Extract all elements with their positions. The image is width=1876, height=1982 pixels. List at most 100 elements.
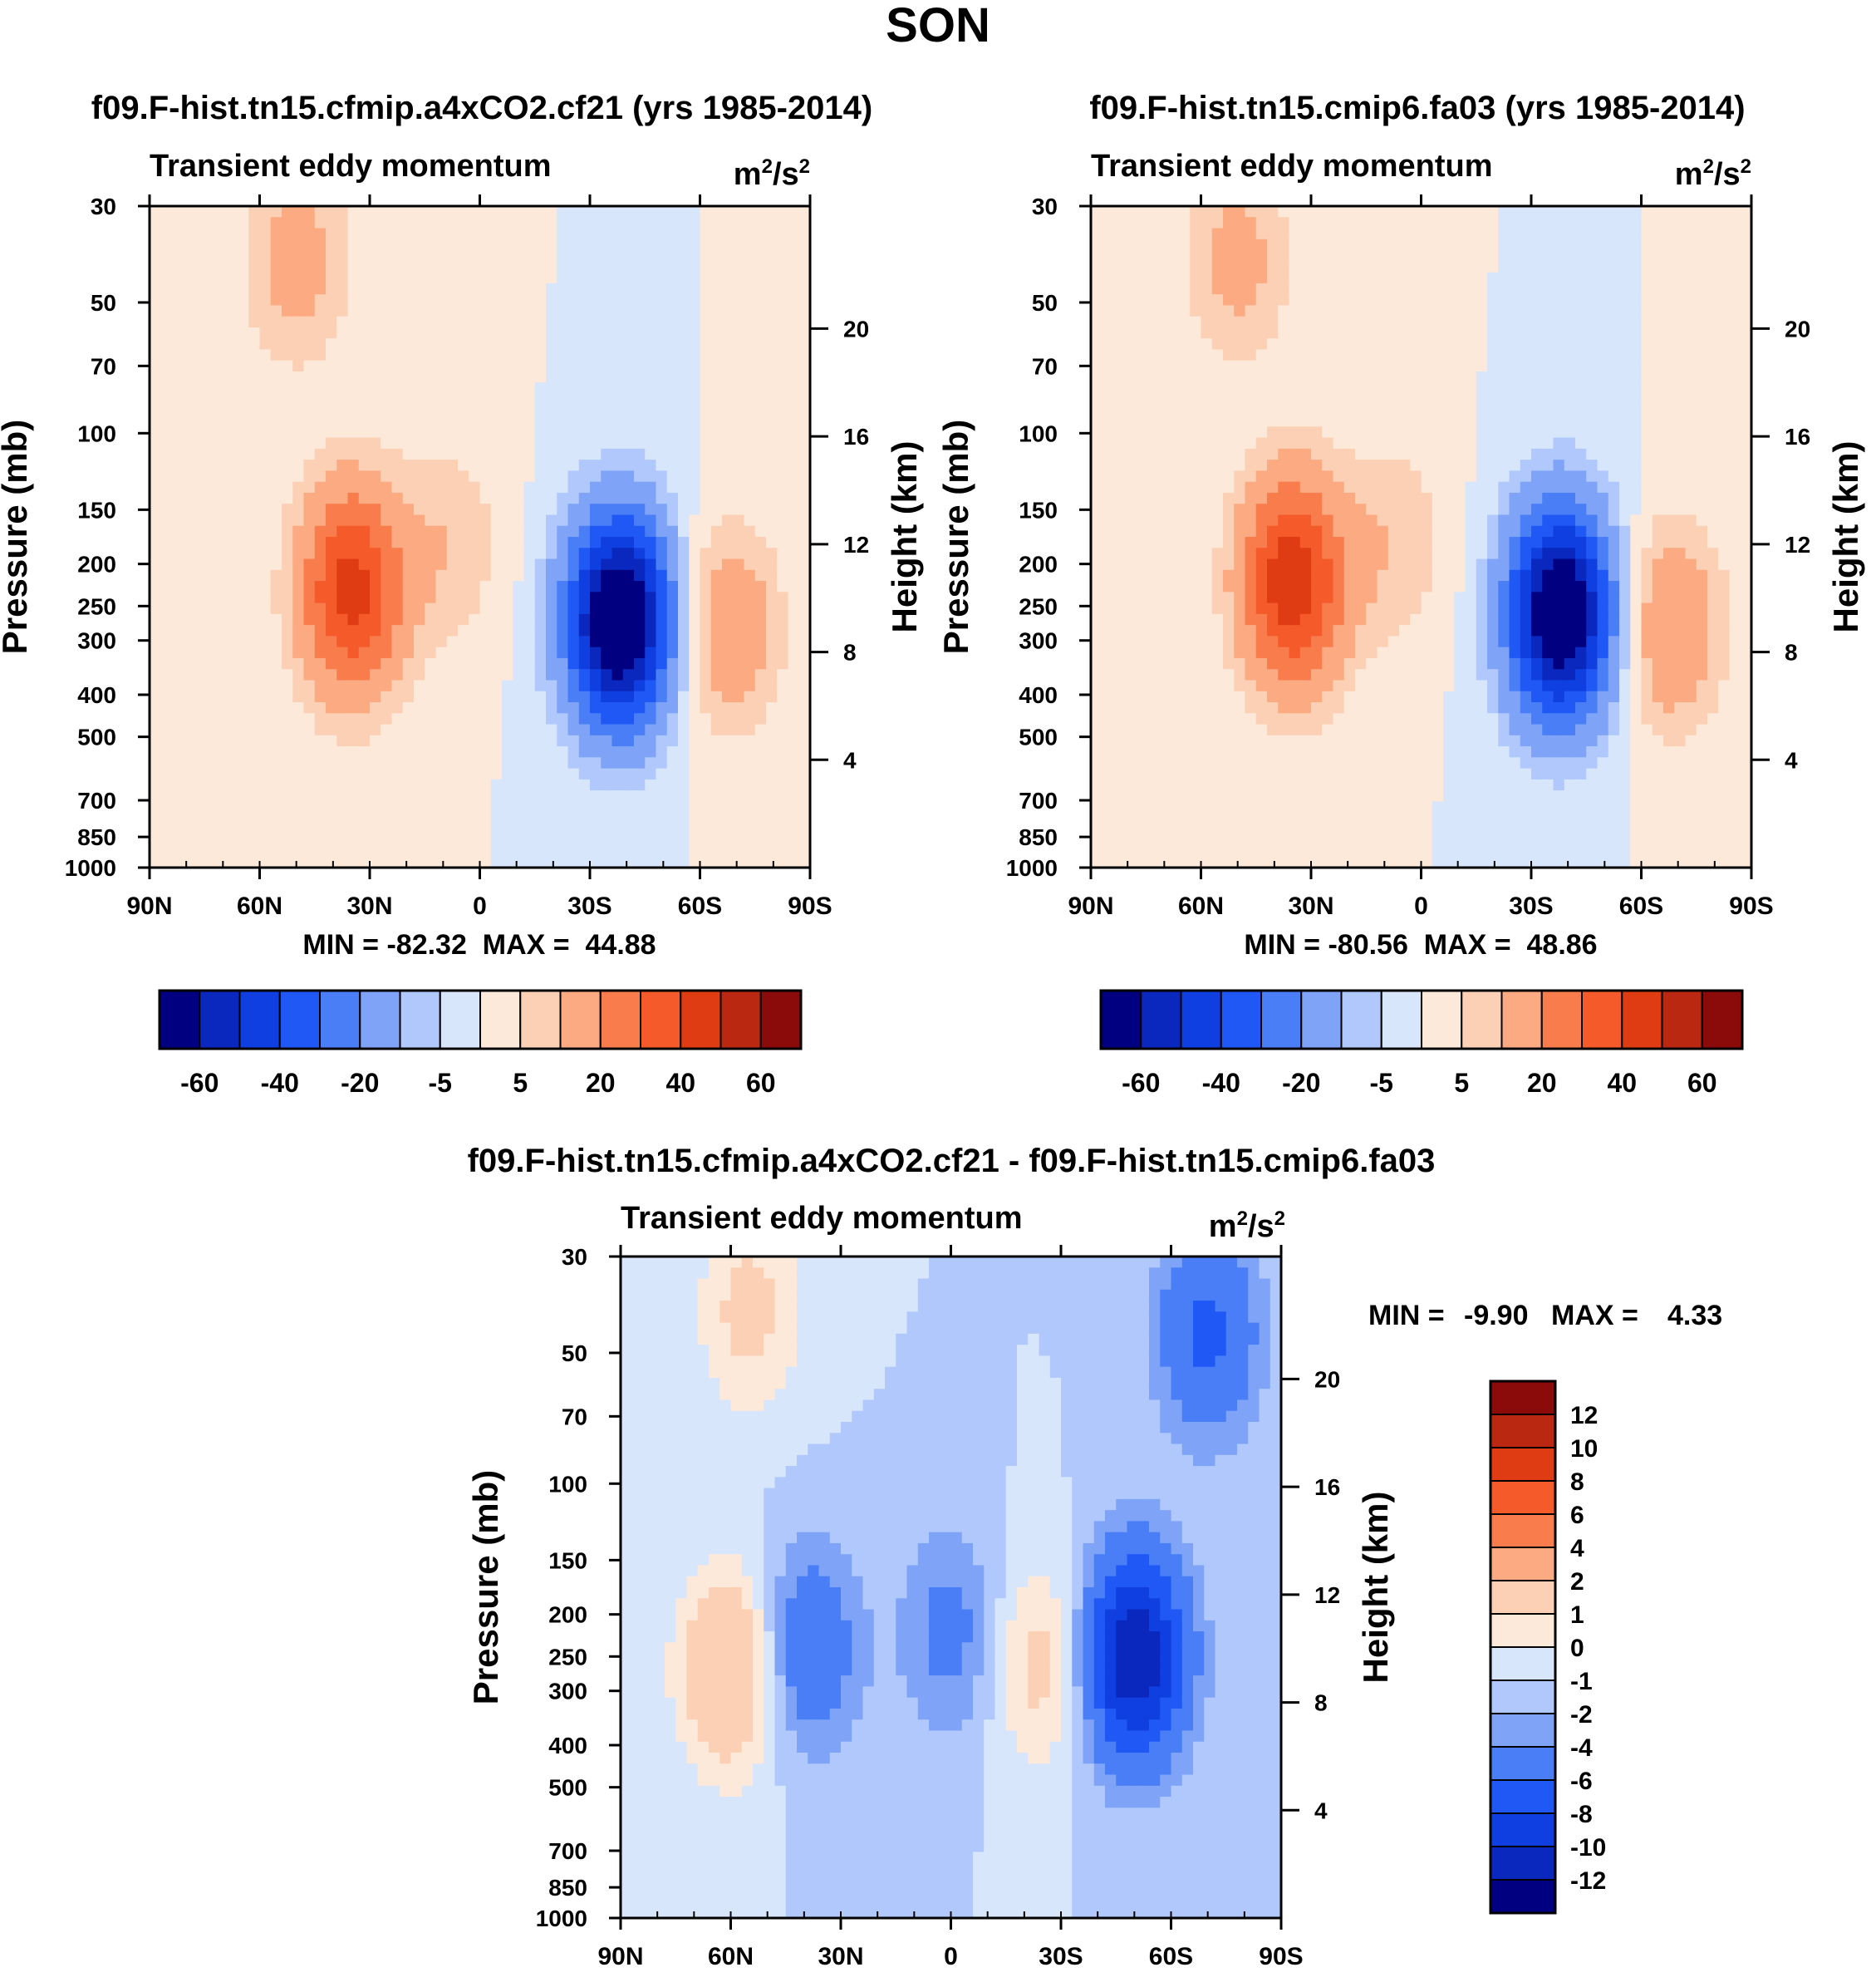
heatmap-cell <box>1553 316 1565 328</box>
heatmap-cell <box>1410 272 1422 284</box>
heatmap-cell <box>590 823 602 835</box>
heatmap-cell <box>744 613 756 626</box>
heatmap-cell <box>414 382 425 395</box>
heatmap-cell <box>150 426 161 439</box>
heatmap-cell <box>446 657 459 670</box>
heatmap-cell <box>634 657 646 670</box>
heatmap-cell <box>1234 393 1246 406</box>
heatmap-cell <box>1366 349 1378 361</box>
heatmap-cell <box>248 393 261 406</box>
heatmap-cell <box>303 416 316 427</box>
heatmap-cell <box>523 625 536 637</box>
heatmap-cell <box>1234 272 1246 284</box>
heatmap-cell <box>678 757 690 770</box>
heatmap-cell <box>446 558 459 571</box>
heatmap-cell <box>171 834 184 847</box>
heatmap-cell <box>358 481 371 494</box>
heatmap-cell <box>1112 228 1125 240</box>
heatmap-cell <box>788 669 800 681</box>
heatmap-cell <box>634 228 646 240</box>
heatmap-cell <box>314 206 327 218</box>
heatmap-cell <box>336 569 349 582</box>
heatmap-cell <box>226 437 238 450</box>
heatmap-cell <box>513 823 525 835</box>
heatmap-cell <box>798 602 811 615</box>
heatmap-cell <box>402 713 415 725</box>
heatmap-cell <box>1542 283 1554 295</box>
heatmap-cell <box>1630 239 1643 251</box>
heatmap-cell <box>347 834 360 847</box>
heatmap-cell <box>1343 404 1356 416</box>
heatmap-cell <box>645 702 657 714</box>
heatmap-cell <box>391 206 404 218</box>
heatmap-cell <box>666 537 679 548</box>
heatmap-cell <box>347 856 360 868</box>
heatmap-cell <box>425 448 437 460</box>
heatmap-cell <box>1123 305 1136 317</box>
heatmap-cell <box>1410 206 1422 218</box>
heatmap-cell <box>391 625 404 637</box>
heatmap-cell <box>248 801 261 814</box>
heatmap-cell <box>160 437 173 450</box>
heatmap-cell <box>1740 261 1752 273</box>
heatmap-cell <box>381 492 393 504</box>
heatmap-cell <box>744 746 756 758</box>
heatmap-cell <box>523 613 536 626</box>
heatmap-cell <box>601 613 613 626</box>
heatmap-cell <box>182 669 194 681</box>
heatmap-cell <box>710 217 723 229</box>
heatmap-cell <box>259 569 272 582</box>
heatmap-cell <box>1245 426 1257 439</box>
heatmap-cell <box>182 779 194 791</box>
heatmap-cell <box>1696 416 1708 427</box>
heatmap-cell <box>534 801 547 814</box>
heatmap-cell <box>469 404 481 416</box>
heatmap-cell <box>171 416 184 427</box>
heatmap-cell <box>622 801 635 814</box>
heatmap-cell <box>381 371 393 383</box>
heatmap-cell <box>425 316 437 328</box>
heatmap-cell <box>490 514 503 527</box>
heatmap-cell <box>798 790 811 802</box>
heatmap-cell <box>171 437 184 450</box>
heatmap-cell <box>303 316 316 328</box>
heatmap-cell <box>1443 272 1455 284</box>
heatmap-cell <box>336 294 349 306</box>
heatmap-cell <box>611 801 624 814</box>
heatmap-cell <box>1586 316 1599 328</box>
heatmap-cell <box>1443 305 1455 317</box>
heatmap-cell <box>1740 382 1752 395</box>
heatmap-cell <box>1454 393 1466 406</box>
heatmap-cell <box>490 228 503 240</box>
heatmap-cell <box>1311 217 1323 229</box>
heatmap-cell <box>326 404 337 416</box>
heatmap-cell <box>798 426 811 439</box>
heatmap-cell <box>1146 338 1158 351</box>
heatmap-cell <box>1454 382 1466 395</box>
heatmap-cell <box>458 581 469 593</box>
heatmap-cell <box>590 261 602 273</box>
heatmap-cell <box>502 801 513 814</box>
heatmap-cell <box>744 691 756 703</box>
heatmap-cell <box>1575 316 1587 328</box>
heatmap-cell <box>502 426 513 439</box>
heatmap-cell <box>1531 250 1543 262</box>
heatmap-cell <box>601 283 613 295</box>
heatmap-cell <box>490 680 503 692</box>
heatmap-cell <box>215 316 228 328</box>
heatmap-cell <box>678 404 690 416</box>
heatmap-cell <box>1343 294 1356 306</box>
heatmap-cell <box>303 569 316 582</box>
heatmap-cell <box>1135 250 1147 262</box>
heatmap-cell <box>381 768 393 780</box>
heatmap-cell <box>160 702 173 714</box>
heatmap-cell <box>226 801 238 814</box>
heatmap-cell <box>270 437 282 450</box>
heatmap-cell <box>1245 437 1257 450</box>
heatmap-cell <box>1179 316 1191 328</box>
heatmap-cell <box>490 746 503 758</box>
heatmap-cell <box>502 437 513 450</box>
heatmap-cell <box>666 338 679 351</box>
heatmap-cell <box>645 492 657 504</box>
heatmap-cell <box>1387 360 1400 372</box>
